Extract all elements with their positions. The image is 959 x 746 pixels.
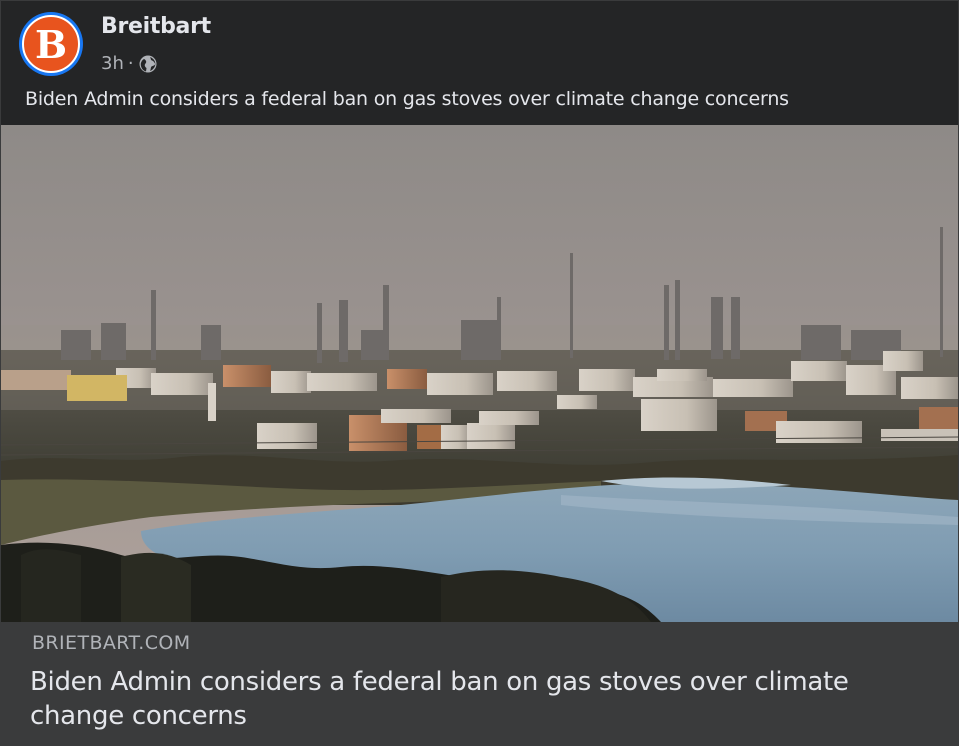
page-name[interactable]: Breitbart <box>101 14 211 39</box>
link-image[interactable] <box>1 125 958 622</box>
breitbart-logo: B <box>22 15 80 73</box>
post-header: B Breitbart 3h · Biden Admin considers a… <box>1 1 958 125</box>
refinery-photo <box>1 125 958 622</box>
link-preview[interactable]: BRIETBART.COM Biden Admin considers a fe… <box>1 622 958 745</box>
post-caption: Biden Admin considers a federal ban on g… <box>25 88 789 110</box>
post-meta: 3h · <box>101 53 158 74</box>
post-time[interactable]: 3h <box>101 53 124 74</box>
avatar[interactable]: B <box>19 12 83 76</box>
meta-separator: · <box>127 53 134 74</box>
avatar-letter: B <box>34 21 68 67</box>
globe-icon[interactable] <box>138 54 158 74</box>
link-domain: BRIETBART.COM <box>32 632 191 654</box>
link-title[interactable]: Biden Admin considers a federal ban on g… <box>30 667 849 731</box>
